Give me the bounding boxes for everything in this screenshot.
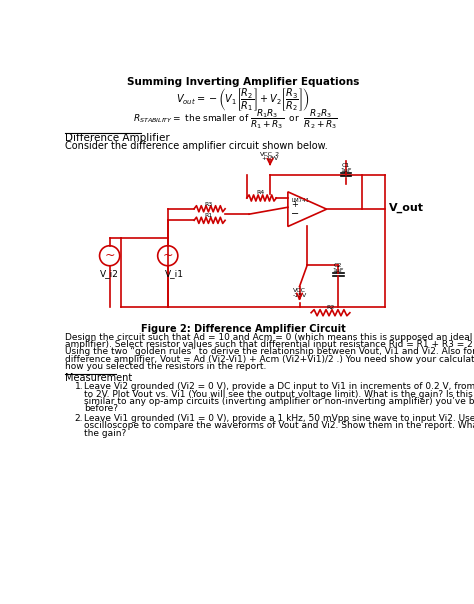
Text: the gain?: the gain? bbox=[84, 429, 126, 438]
Text: 1.: 1. bbox=[75, 382, 83, 391]
Text: C1: C1 bbox=[342, 163, 350, 169]
Text: V_i1: V_i1 bbox=[164, 269, 183, 278]
Text: V_out: V_out bbox=[390, 202, 424, 213]
Text: amplifier). Select resistor values such that differential input resistance Rid =: amplifier). Select resistor values such … bbox=[65, 340, 474, 349]
Text: 1µF: 1µF bbox=[332, 268, 344, 273]
Text: Design the circuit such that Ad = 10 and Acm = 0 (which means this is supposed a: Design the circuit such that Ad = 10 and… bbox=[65, 333, 474, 342]
Text: to 2V. Plot Vout vs. Vi1 (You will see the output voltage limit). What is the ga: to 2V. Plot Vout vs. Vi1 (You will see t… bbox=[84, 390, 474, 399]
Text: +15V: +15V bbox=[262, 156, 279, 161]
Text: Consider the difference amplifier circuit shown below.: Consider the difference amplifier circui… bbox=[65, 141, 328, 151]
Text: $V_{out} = -\left(V_1\left[\dfrac{R_2}{R_1}\right] + V_2\left[\dfrac{R_3}{R_2}\r: $V_{out} = -\left(V_1\left[\dfrac{R_2}{R… bbox=[176, 86, 310, 112]
Text: before?: before? bbox=[84, 404, 118, 413]
Text: V_i2: V_i2 bbox=[100, 269, 119, 278]
Text: Measurement: Measurement bbox=[65, 373, 133, 383]
Text: Difference Amplifier: Difference Amplifier bbox=[65, 132, 170, 143]
Text: VCC: VCC bbox=[293, 288, 306, 293]
Text: −: − bbox=[291, 209, 299, 219]
Text: R2: R2 bbox=[327, 305, 335, 310]
Text: 2.: 2. bbox=[75, 414, 83, 423]
Text: R4: R4 bbox=[256, 190, 265, 194]
Text: difference amplifier, Vout = Ad (Vi2-Vi1) + Acm (Vi2+Vi1)/2 .) You need show you: difference amplifier, Vout = Ad (Vi2-Vi1… bbox=[65, 355, 474, 364]
Text: R3: R3 bbox=[204, 202, 212, 207]
Text: similar to any op-amp circuits (inverting amplifier or non-inverting amplifier) : similar to any op-amp circuits (invertin… bbox=[84, 397, 474, 406]
Text: Leave Vi1 grounded (Vi1 = 0 V), provide a 1 kHz, 50 mVpp sine wave to input Vi2.: Leave Vi1 grounded (Vi1 = 0 V), provide … bbox=[84, 414, 474, 423]
Text: +: + bbox=[291, 201, 298, 210]
Text: Summing Inverting Amplifier Equations: Summing Inverting Amplifier Equations bbox=[127, 77, 359, 87]
Text: Using the two “golden rules” to derive the relationship between Vout, Vi1 and Vi: Using the two “golden rules” to derive t… bbox=[65, 347, 474, 356]
Text: ~: ~ bbox=[163, 249, 173, 262]
Text: R1: R1 bbox=[204, 213, 212, 219]
Text: 1µF: 1µF bbox=[340, 168, 352, 173]
Text: oscilloscope to compare the waveforms of Vout and Vi2. Show them in the report. : oscilloscope to compare the waveforms of… bbox=[84, 422, 474, 430]
Text: LM741: LM741 bbox=[292, 198, 310, 203]
Text: $R_{STABILITY} = $ the smaller of $\dfrac{R_1R_3}{R_1+R_3}$  or  $\dfrac{R_2R_3}: $R_{STABILITY} = $ the smaller of $\dfra… bbox=[133, 107, 338, 131]
Text: VCC_2: VCC_2 bbox=[260, 152, 280, 158]
Text: Figure 2: Difference Amplifier Circuit: Figure 2: Difference Amplifier Circuit bbox=[141, 324, 345, 333]
Text: how you selected the resistors in the report.: how you selected the resistors in the re… bbox=[65, 362, 267, 371]
Text: Leave Vi2 grounded (Vi2 = 0 V), provide a DC input to Vi1 in increments of 0.2 V: Leave Vi2 grounded (Vi2 = 0 V), provide … bbox=[84, 382, 474, 391]
Text: -15V: -15V bbox=[292, 293, 307, 298]
Text: ~: ~ bbox=[104, 249, 115, 262]
Text: C2: C2 bbox=[334, 263, 342, 268]
